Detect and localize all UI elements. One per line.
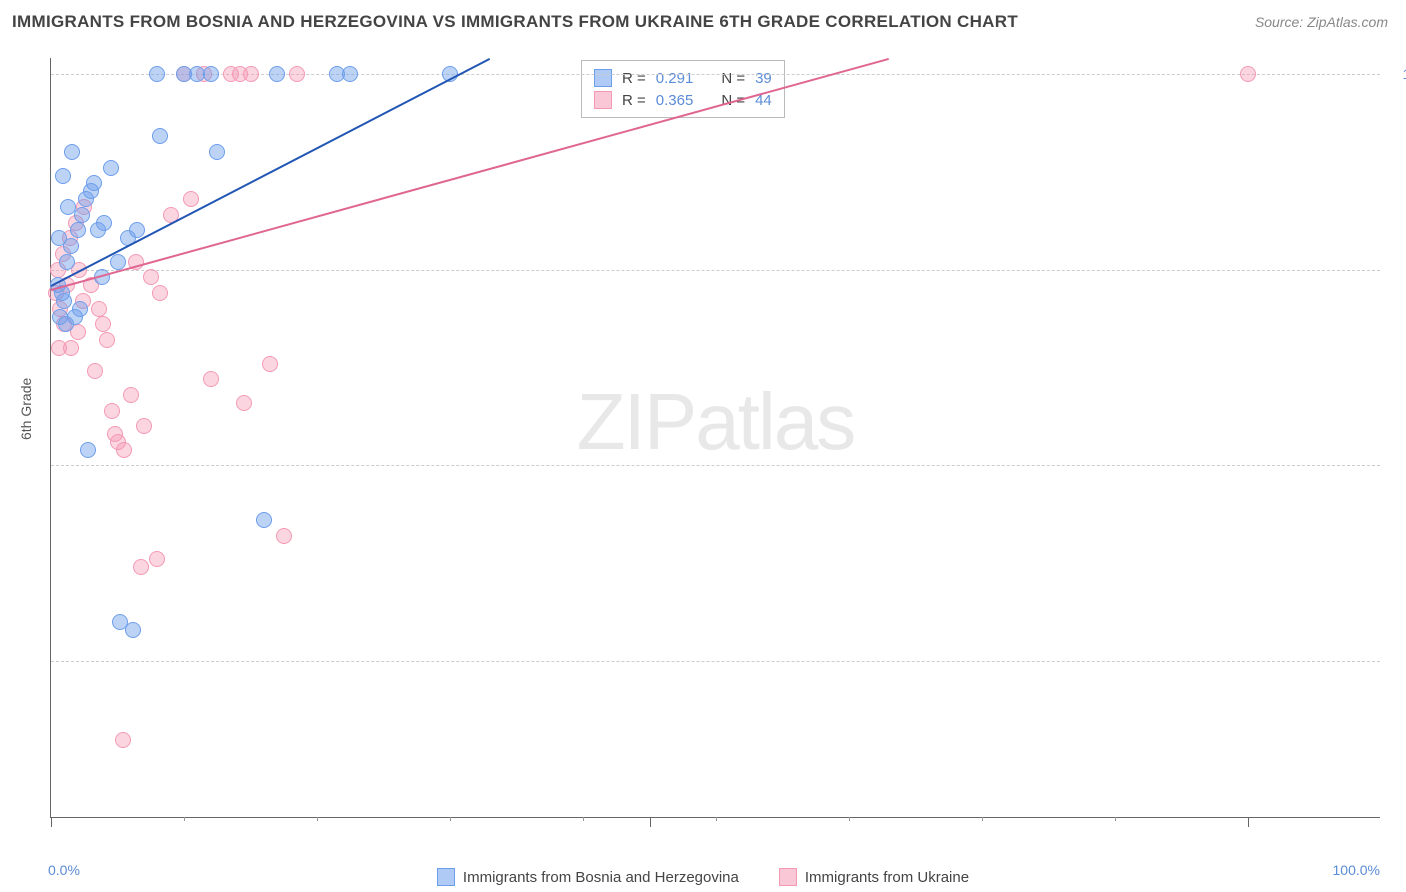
gridline: [51, 661, 1380, 662]
data-point: [104, 403, 120, 419]
x-tick-minor: [583, 817, 584, 821]
x-tick-minor: [450, 817, 451, 821]
watermark-atlas: atlas: [695, 377, 854, 466]
data-point: [56, 293, 72, 309]
data-point: [152, 285, 168, 301]
data-point: [59, 254, 75, 270]
legend-r-value-1: 0.291: [656, 70, 694, 87]
data-point: [289, 66, 305, 82]
data-point: [116, 442, 132, 458]
data-point: [143, 269, 159, 285]
gridline: [51, 465, 1380, 466]
legend-r-value-2: 0.365: [656, 92, 694, 109]
data-point: [99, 332, 115, 348]
data-point: [342, 66, 358, 82]
data-point: [103, 160, 119, 176]
swatch-pink-icon: [594, 91, 612, 109]
gridline: [51, 270, 1380, 271]
legend-r-label-2: R =: [622, 92, 646, 109]
bottom-legend-label-1: Immigrants from Bosnia and Herzegovina: [463, 869, 739, 886]
swatch-blue-icon: [594, 69, 612, 87]
chart-title: IMMIGRANTS FROM BOSNIA AND HERZEGOVINA V…: [12, 12, 1018, 32]
data-point: [203, 66, 219, 82]
y-axis-tick: 92.5%: [1390, 653, 1406, 669]
data-point: [115, 732, 131, 748]
swatch-blue-icon: [437, 868, 455, 886]
x-tick-major: [51, 817, 52, 827]
data-point: [256, 512, 272, 528]
data-point: [51, 230, 67, 246]
chart-container: { "title": "IMMIGRANTS FROM BOSNIA AND H…: [0, 0, 1406, 892]
y-axis-tick: 100.0%: [1390, 66, 1406, 82]
y-axis-tick: 95.0%: [1390, 457, 1406, 473]
data-point: [149, 551, 165, 567]
data-point: [236, 395, 252, 411]
data-point: [136, 418, 152, 434]
legend-r-label-1: R =: [622, 70, 646, 87]
watermark: ZIPatlas: [577, 376, 854, 468]
data-point: [72, 301, 88, 317]
data-point: [87, 363, 103, 379]
data-point: [123, 387, 139, 403]
data-point: [95, 316, 111, 332]
data-point: [262, 356, 278, 372]
data-point: [55, 168, 71, 184]
bottom-legend: Immigrants from Bosnia and Herzegovina I…: [0, 868, 1406, 886]
data-point: [86, 175, 102, 191]
x-tick-minor: [184, 817, 185, 821]
data-point: [125, 622, 141, 638]
data-point: [107, 426, 123, 442]
swatch-pink-icon: [779, 868, 797, 886]
stats-legend: R = 0.291 N = 39 R = 0.365 N = 44: [581, 60, 785, 118]
plot-area: ZIPatlas R = 0.291 N = 39 R = 0.365 N = …: [50, 58, 1380, 818]
x-tick-minor: [716, 817, 717, 821]
data-point: [96, 215, 112, 231]
data-point: [74, 207, 90, 223]
data-point: [1240, 66, 1256, 82]
bottom-legend-item-2: Immigrants from Ukraine: [779, 868, 969, 886]
legend-n-value-1: 39: [755, 70, 772, 87]
data-point: [64, 144, 80, 160]
data-point: [51, 340, 67, 356]
data-point: [183, 191, 199, 207]
x-tick-minor: [849, 817, 850, 821]
x-tick-major: [1248, 817, 1249, 827]
stats-legend-row-2: R = 0.365 N = 44: [594, 89, 772, 111]
data-point: [203, 371, 219, 387]
data-point: [70, 222, 86, 238]
bottom-legend-label-2: Immigrants from Ukraine: [805, 869, 969, 886]
watermark-zip: ZIP: [577, 377, 695, 466]
y-axis-tick: 97.5%: [1390, 262, 1406, 278]
data-point: [269, 66, 285, 82]
x-tick-minor: [317, 817, 318, 821]
data-point: [80, 442, 96, 458]
data-point: [243, 66, 259, 82]
data-point: [209, 144, 225, 160]
x-tick-major: [650, 817, 651, 827]
data-point: [91, 301, 107, 317]
data-point: [133, 559, 149, 575]
bottom-legend-item-1: Immigrants from Bosnia and Herzegovina: [437, 868, 739, 886]
x-tick-minor: [982, 817, 983, 821]
data-point: [152, 128, 168, 144]
data-point: [110, 254, 126, 270]
data-point: [276, 528, 292, 544]
x-tick-minor: [1115, 817, 1116, 821]
legend-n-label-1: N =: [721, 70, 745, 87]
data-point: [149, 66, 165, 82]
trend-line: [51, 58, 889, 291]
stats-legend-row-1: R = 0.291 N = 39: [594, 67, 772, 89]
source-credit: Source: ZipAtlas.com: [1255, 14, 1388, 30]
y-axis-label: 6th Grade: [18, 378, 34, 440]
data-point: [60, 199, 76, 215]
